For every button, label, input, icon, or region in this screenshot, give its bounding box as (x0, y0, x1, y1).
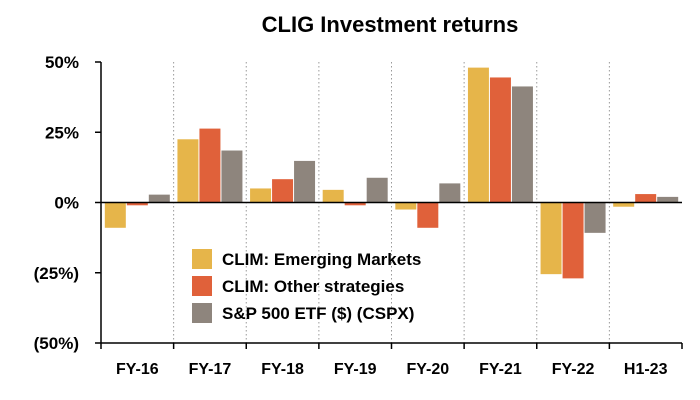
legend: CLIM: Emerging Markets CLIM: Other strate… (192, 249, 421, 323)
x-tick-label: FY-18 (261, 361, 304, 378)
bars (104, 67, 679, 279)
bar-fy-21-clim-emerging-markets (467, 67, 489, 203)
bar-fy-19-clim-emerging-markets (322, 189, 344, 203)
bar-fy-19-clim-other-strategies (344, 202, 366, 206)
bar-fy-20-clim-emerging-markets (395, 202, 417, 210)
legend-swatch-s-p-500-etf-cspx (192, 303, 212, 323)
bar-fy-16-clim-other-strategies (126, 202, 148, 206)
bar-fy-16-s-p-500-etf-cspx (148, 194, 170, 203)
bar-fy-17-clim-emerging-markets (177, 139, 199, 203)
bar-fy-22-clim-other-strategies (562, 202, 584, 279)
legend-swatch-clim-emerging-markets (192, 249, 212, 269)
y-tick-label: 50% (45, 53, 79, 72)
y-tick-label: (25%) (34, 264, 79, 283)
bar-h1-23-clim-other-strategies (635, 194, 657, 203)
bar-fy-17-clim-other-strategies (199, 128, 221, 203)
bar-fy-20-clim-other-strategies (417, 202, 439, 228)
axes (95, 61, 683, 349)
bar-fy-18-clim-emerging-markets (250, 188, 272, 203)
chart-title: CLIG Investment returns (262, 12, 519, 37)
bar-fy-20-s-p-500-etf-cspx (439, 183, 461, 203)
x-tick-label: H1-23 (624, 361, 668, 378)
bar-fy-18-clim-other-strategies (272, 179, 294, 203)
bar-fy-16-clim-emerging-markets (104, 202, 126, 228)
x-axis-tick-labels: FY-16 FY-17 FY-18 FY-19 FY-20 FY-21 FY-22 H1-23 (116, 361, 668, 378)
legend-label-clim-emerging-markets: CLIM: Emerging Markets (222, 250, 421, 269)
x-tick-label: FY-19 (334, 361, 377, 378)
x-tick-label: FY-17 (189, 361, 232, 378)
bar-fy-21-clim-other-strategies (489, 77, 511, 203)
bar-h1-23-clim-emerging-markets (613, 202, 635, 207)
x-tick-label: FY-21 (479, 361, 522, 378)
y-tick-label: (50%) (34, 334, 79, 353)
y-axis-tick-labels: 50% 25% 0% (25%) (50%) (34, 53, 79, 353)
legend-label-s-p-500-etf-cspx: S&P 500 ETF ($) (CSPX) (222, 304, 414, 323)
x-tick-label: FY-20 (406, 361, 449, 378)
x-tick-label: FY-22 (552, 361, 595, 378)
legend-label-clim-other-strategies: CLIM: Other strategies (222, 277, 404, 296)
legend-swatch-clim-other-strategies (192, 276, 212, 296)
bar-fy-18-s-p-500-etf-cspx (294, 160, 316, 203)
y-tick-label: 25% (45, 123, 79, 142)
bar-fy-22-s-p-500-etf-cspx (584, 202, 606, 233)
y-tick-label: 0% (54, 194, 79, 213)
bar-fy-22-clim-emerging-markets (540, 202, 562, 275)
bar-fy-19-s-p-500-etf-cspx (366, 177, 388, 203)
bar-fy-17-s-p-500-etf-cspx (221, 150, 243, 203)
x-tick-label: FY-16 (116, 361, 159, 378)
bar-fy-21-s-p-500-etf-cspx (511, 86, 533, 203)
bar-h1-23-s-p-500-etf-cspx (657, 196, 679, 203)
